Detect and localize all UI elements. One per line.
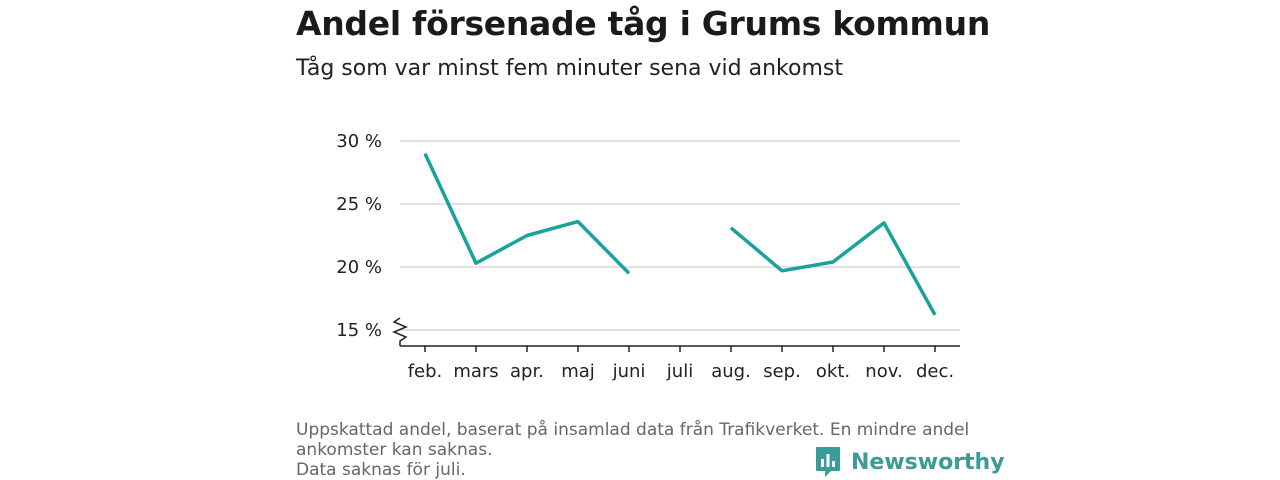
y-tick-label: 20 % xyxy=(336,257,382,278)
x-axis: feb. mars apr. maj juni juli aug. sep. okt. nov. d… xyxy=(400,345,960,382)
x-tick-label: maj xyxy=(561,361,595,382)
newsworthy-logo-icon xyxy=(816,447,840,477)
x-tick-label: okt. xyxy=(816,361,850,382)
x-tick-label: nov. xyxy=(865,361,902,382)
y-tick-label: 15 % xyxy=(336,320,382,341)
x-tick-label: feb. xyxy=(408,361,443,382)
chart-subtitle: Tåg som var minst fem minuter sena vid a… xyxy=(296,56,843,81)
footnote-line: Data saknas för juli. xyxy=(296,460,466,480)
x-tick-label: aug. xyxy=(711,361,751,382)
x-tick-label: juli xyxy=(666,361,693,382)
y-axis-break-icon xyxy=(392,317,408,346)
x-tick-label: sep. xyxy=(763,361,801,382)
footnote-line: ankomster kan saknas. xyxy=(296,440,493,460)
x-tick-label: dec. xyxy=(916,361,954,382)
grid-lines xyxy=(400,140,960,331)
line-chart: 15 % 20 % 25 % 30 % feb. mars apr. maj juni juli… xyxy=(336,131,960,382)
chart-title: Andel försenade tåg i Grums kommun xyxy=(296,4,991,43)
footnote: Uppskattad andel, baserat på insamlad da… xyxy=(296,420,986,480)
series-line xyxy=(423,152,631,275)
x-tick-label: apr. xyxy=(510,361,544,382)
x-tick-label: juni xyxy=(612,361,646,382)
y-tick-label: 30 % xyxy=(336,131,382,152)
x-tick-label: mars xyxy=(453,361,498,382)
y-tick-label: 25 % xyxy=(336,194,382,215)
series-line xyxy=(729,221,937,316)
y-axis: 15 % 20 % 25 % 30 % xyxy=(336,131,408,346)
brand-logo: Newsworthy xyxy=(815,446,1005,478)
footnote-line: Uppskattad andel, baserat på insamlad da… xyxy=(296,420,970,440)
data-series xyxy=(423,152,937,316)
brand-name: Newsworthy xyxy=(851,449,1005,475)
